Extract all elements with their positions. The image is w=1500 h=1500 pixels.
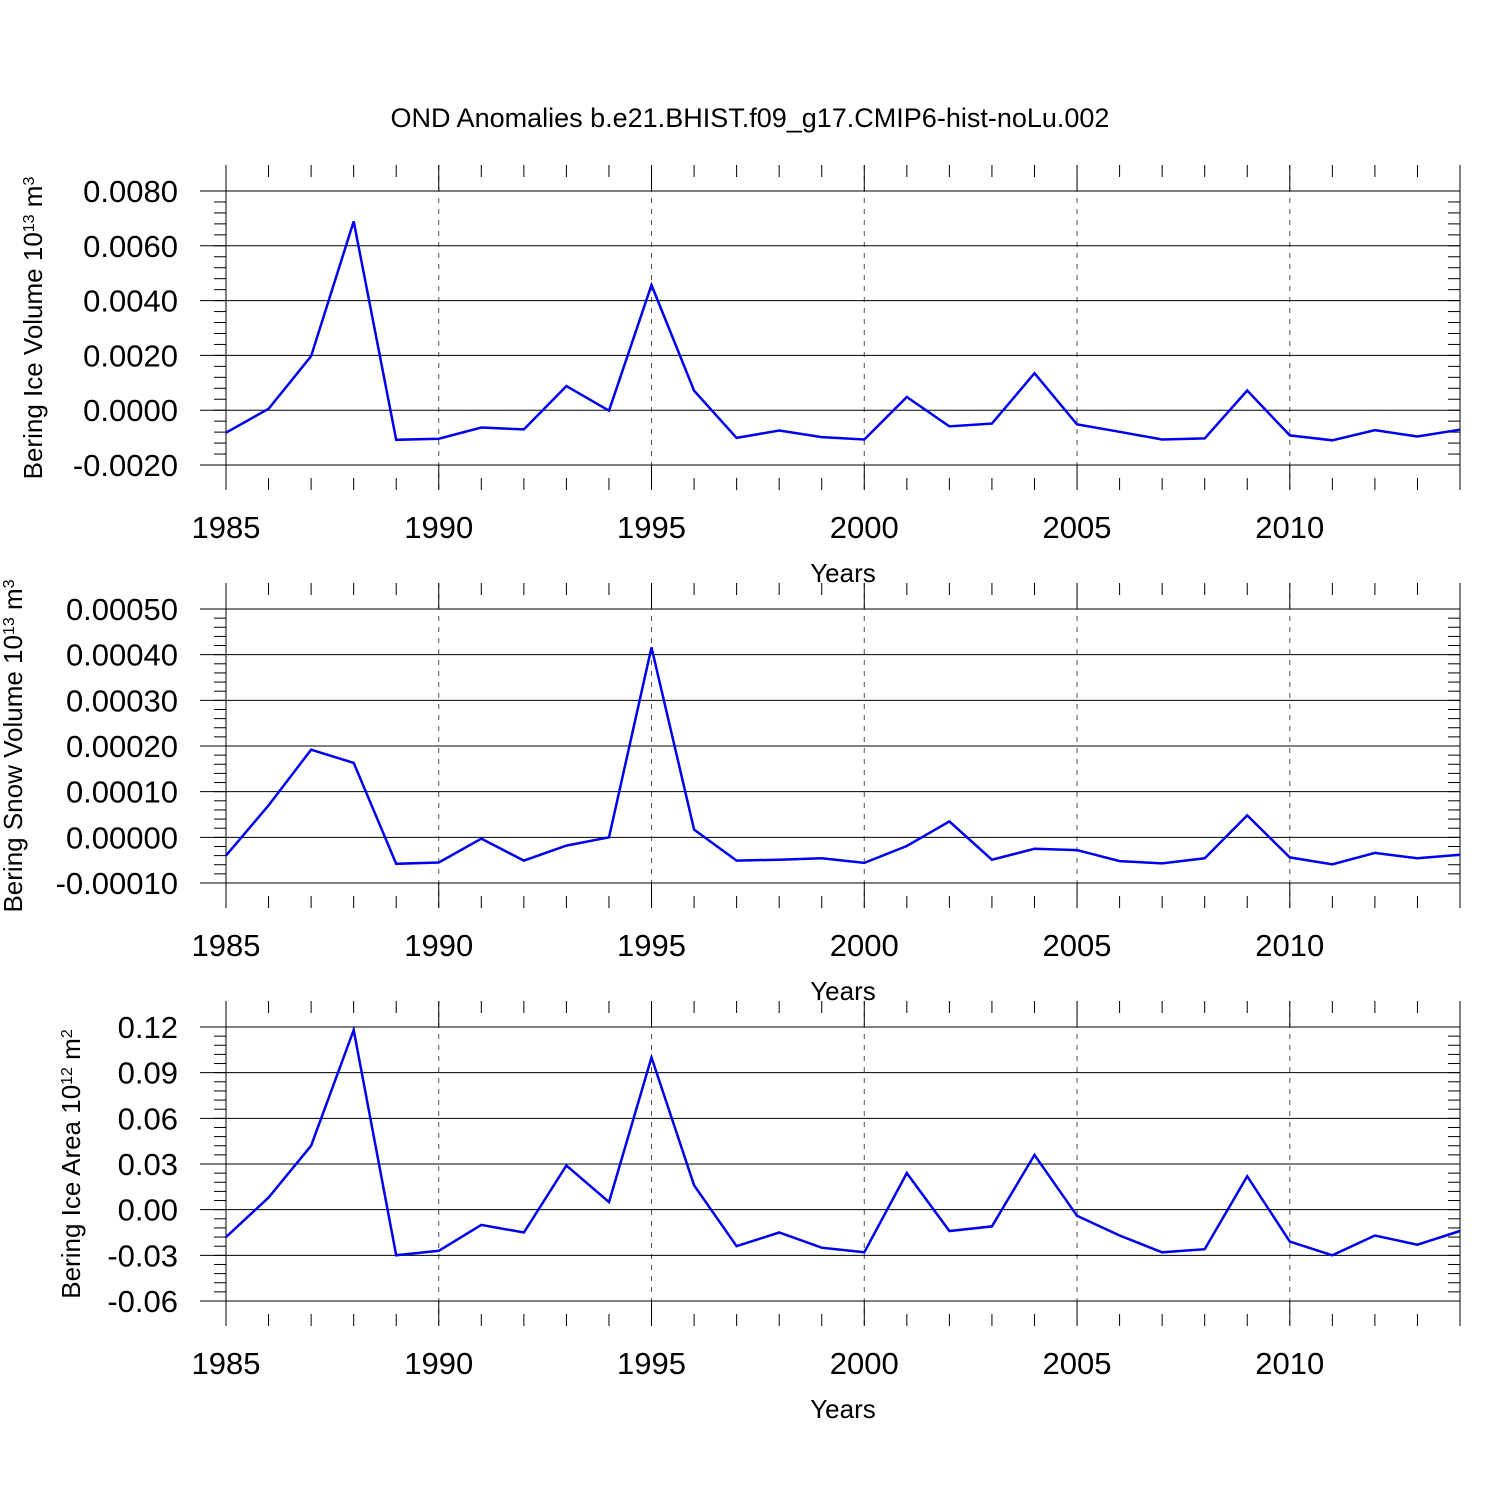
chart-panel-1: -0.0020 0.0000 0.0020 0.0040 0.0060 0.0080 198… — [18, 165, 1461, 588]
y-axis-title-base: Bering Ice Area 10 — [56, 1085, 86, 1299]
y-axis-title: Bering Ice Volume 1013 m3 — [18, 177, 48, 480]
x-tick-label: 2005 — [1043, 928, 1112, 963]
x-tick-label: 2005 — [1043, 1346, 1112, 1381]
x-tick-label: 2000 — [830, 928, 899, 963]
y-tick-label: -0.03 — [107, 1238, 178, 1273]
y-tick-label: -0.06 — [107, 1284, 178, 1319]
x-tick-label: 2010 — [1255, 510, 1324, 545]
chart-panel-2: -0.00010 0.00000 0.00010 0.00020 0.00030 0.00… — [0, 579, 1461, 1006]
series-line — [225, 221, 1461, 442]
y-tick-label: 0.12 — [118, 1010, 178, 1045]
y-tick-label: 0.00010 — [66, 775, 178, 810]
y-axis-title-base: Bering Ice Volume 10 — [18, 232, 48, 479]
y-tick-label: 0.09 — [118, 1056, 178, 1091]
x-tick-label: 2010 — [1255, 928, 1324, 963]
y-tick-label: 0.03 — [118, 1147, 178, 1182]
y-tick-label: 0.0060 — [83, 229, 178, 264]
y-tick-label: 0.0080 — [83, 174, 178, 209]
series-line — [225, 1025, 1461, 1257]
y-tick-label: 0.00000 — [66, 820, 178, 855]
x-tick-label: 1995 — [617, 928, 686, 963]
y-tick-label: 0.06 — [118, 1101, 178, 1136]
y-axis-title-unit: m — [0, 588, 28, 617]
y-tick-label: 0.0020 — [83, 338, 178, 373]
y-axis-title-unit-exponent: 3 — [1, 579, 18, 588]
x-axis-title: Years — [810, 1394, 876, 1424]
y-axis-title-unit: m — [56, 1038, 86, 1067]
x-tick-label: 2010 — [1255, 1346, 1324, 1381]
figure-title: OND Anomalies b.e21.BHIST.f09_g17.CMIP6-… — [391, 103, 1110, 133]
y-axis-title: Bering Snow Volume 1013 m3 — [0, 579, 28, 912]
y-axis-title: Bering Ice Area 1012 m2 — [56, 1029, 86, 1299]
y-tick-label: 0.00030 — [66, 683, 178, 718]
y-axis-title-base: Bering Snow Volume 10 — [0, 635, 28, 913]
x-tick-label: 1985 — [192, 1346, 261, 1381]
y-axis-title-unit: m — [18, 186, 48, 215]
y-tick-label: 0.0040 — [83, 284, 178, 319]
y-axis-title-exponent: 13 — [1, 617, 18, 635]
y-axis-title-exponent: 13 — [21, 214, 38, 232]
y-tick-label: 0.00 — [118, 1193, 178, 1228]
x-tick-label: 1985 — [192, 510, 261, 545]
x-tick-label: 1985 — [192, 928, 261, 963]
x-tick-label: 1990 — [404, 928, 473, 963]
x-tick-label: 1995 — [617, 510, 686, 545]
x-axis-title: Years — [810, 976, 876, 1006]
chart-panel-3: -0.06 -0.03 0.00 0.03 0.06 0.09 0.12 1985 1990 19… — [56, 1001, 1461, 1424]
x-tick-label: 2000 — [830, 1346, 899, 1381]
y-tick-label: 0.0000 — [83, 393, 178, 428]
y-axis-title-exponent: 12 — [59, 1067, 76, 1085]
y-axis-title-unit-exponent: 2 — [59, 1029, 76, 1038]
x-tick-label: 2000 — [830, 510, 899, 545]
y-tick-label: 0.00020 — [66, 729, 178, 764]
y-tick-label: -0.0020 — [73, 448, 178, 483]
x-tick-label: 2005 — [1043, 510, 1112, 545]
y-tick-label: 0.00040 — [66, 638, 178, 673]
x-tick-label: 1995 — [617, 1346, 686, 1381]
series-line — [225, 647, 1461, 866]
x-tick-label: 1990 — [404, 1346, 473, 1381]
y-tick-label: -0.00010 — [56, 866, 178, 901]
x-tick-label: 1990 — [404, 510, 473, 545]
y-tick-label: 0.00050 — [66, 592, 178, 627]
x-axis-title: Years — [810, 558, 876, 588]
y-axis-title-unit-exponent: 3 — [21, 177, 38, 186]
panels: -0.0020 0.0000 0.0020 0.0040 0.0060 0.0080 198… — [0, 165, 1461, 1424]
